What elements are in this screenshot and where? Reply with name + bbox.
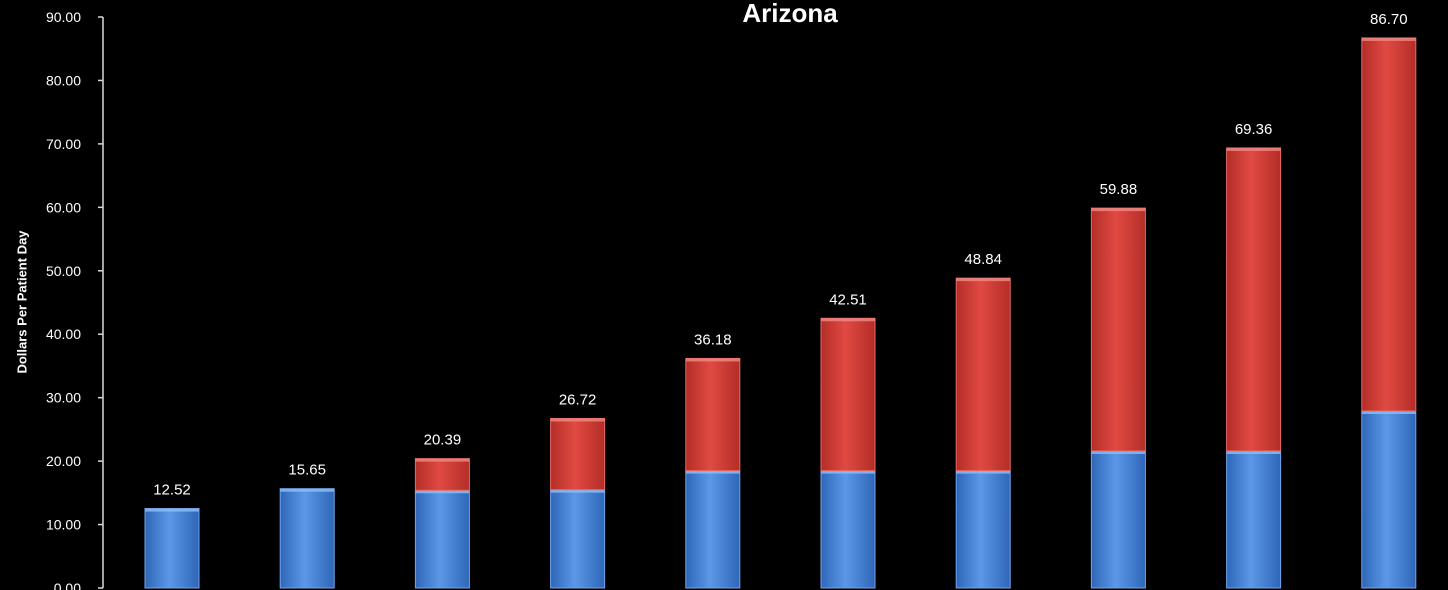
data-label: 42.51 [829,291,867,308]
y-axis-label: Dollars Per Patient Day [14,230,30,374]
bar-segment-red-highlight [1091,208,1146,212]
y-tick-label: 40.00 [46,326,81,342]
bar-segment-blue-highlight [280,488,335,492]
bar-segment-blue-highlight [1226,450,1281,454]
y-tick-label: 70.00 [46,136,81,152]
bar-segment-blue [550,489,606,589]
bar-segment-blue-highlight [821,470,875,474]
y-tick-label: 90.00 [46,9,81,25]
bar-segment-blue-highlight [550,489,605,493]
y-axis: 0.00 10.00 20.00 30.00 40.00 50.00 60.00 70.00 8… [46,9,104,590]
bar-segment-blue [685,470,741,589]
bar-segment-red [1226,147,1282,452]
bar-segment-red-highlight [956,278,1011,282]
chart-title: Arizona [742,0,838,28]
bar-segment-red-highlight [821,318,875,322]
bar-segment-blue [144,508,200,589]
data-label: 86.70 [1370,11,1408,28]
bars [144,37,1417,589]
bar-segment-blue-highlight [145,508,199,512]
bar-segment-red [820,317,876,472]
data-label: 26.72 [559,391,597,408]
bar-segment-red-highlight [685,358,740,362]
y-tick-label: 60.00 [46,199,81,215]
bar-segment-blue-highlight [956,470,1011,474]
bar-segment-red-highlight [1226,147,1281,151]
y-tick-label: 80.00 [46,72,81,88]
bar-segment-red [414,458,470,491]
bar-segment-blue-highlight [685,470,740,474]
bar-segment-blue [1361,410,1417,589]
data-label: 48.84 [964,251,1002,268]
y-tick-label: 20.00 [46,453,81,469]
bar-segment-blue [279,488,335,589]
bar-segment-blue-highlight [1361,410,1416,414]
bar-segment-red-highlight [1361,37,1416,41]
bar-segment-blue [955,470,1011,589]
data-label: 12.52 [153,482,191,499]
data-label: 36.18 [694,331,732,348]
data-labels: 12.52 15.65 20.39 26.72 36.18 42.51 48.84 59.88… [153,11,1407,499]
bar-segment-red [1090,207,1146,452]
y-tick-label: 0.00 [54,580,81,590]
bar-segment-red-highlight [415,458,470,462]
bar-segment-blue [1090,450,1146,589]
bar-segment-red [685,357,741,472]
y-tick-label: 10.00 [46,517,81,533]
bar-segment-red [1361,37,1417,412]
data-label: 20.39 [424,432,462,449]
y-tick-label: 50.00 [46,263,81,279]
bar-segment-red [550,417,606,491]
bar-segment-blue [1226,450,1282,589]
bar-segment-blue-highlight [1091,450,1146,454]
data-label: 69.36 [1235,121,1273,138]
bar-segment-blue [414,489,470,589]
bar-segment-red-highlight [550,418,605,422]
data-label: 15.65 [288,462,326,479]
bar-segment-blue-highlight [415,490,470,494]
bar-segment-blue [820,470,876,589]
bar-segment-red [955,277,1011,472]
y-tick-label: 30.00 [46,390,81,406]
data-label: 59.88 [1100,181,1138,198]
